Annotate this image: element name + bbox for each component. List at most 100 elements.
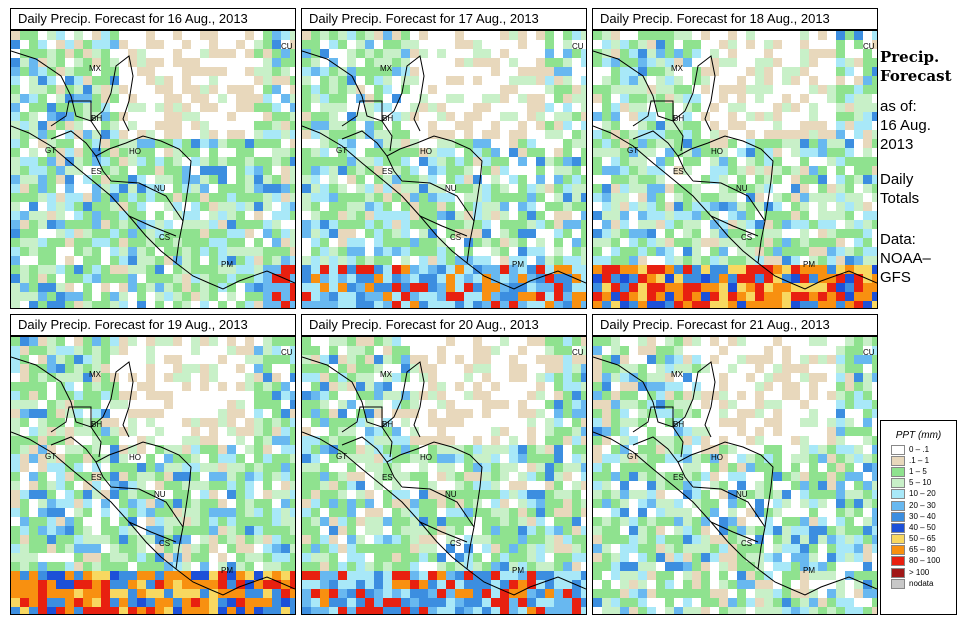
precip-cell [356,526,365,535]
precip-cell [464,256,473,265]
precip-cell [437,382,446,391]
precip-cell [227,553,236,562]
precip-cell [11,229,20,238]
precip-cell [191,166,200,175]
precip-cell [482,157,491,166]
precip-cell [782,265,791,274]
precip-cell [218,76,227,85]
precip-cell [191,508,200,517]
precip-cell [56,517,65,526]
precip-cell [383,508,392,517]
precip-map[interactable]: CU MX BH GT HO ES NU CS PM [592,30,878,309]
precip-cell [218,139,227,148]
precip-cell [356,238,365,247]
precip-cell [128,490,137,499]
precip-cell [419,355,428,364]
precip-cell [509,391,518,400]
precip-cell [728,103,737,112]
precip-map[interactable]: CU MX BH GT HO ES NU CS PM [301,336,587,615]
precip-cell [482,445,491,454]
precip-cell [302,382,311,391]
precip-cell [620,58,629,67]
precip-cell [818,229,827,238]
precip-cell [164,184,173,193]
precip-cell [383,148,392,157]
precip-cell [20,418,29,427]
precip-cell [110,148,119,157]
precip-cell [47,247,56,256]
precip-cell [254,256,263,265]
precip-cell [410,391,419,400]
precip-cell [410,184,419,193]
precip-cell [818,274,827,283]
precip-cell [383,130,392,139]
precip-cell [509,580,518,589]
precip-cell [20,445,29,454]
precip-cell [92,508,101,517]
precip-cell [110,508,119,517]
precip-cell [872,58,877,67]
precip-cell [638,94,647,103]
precip-cell [701,103,710,112]
precip-cell [836,229,845,238]
precip-cell [563,445,572,454]
precip-cell [746,76,755,85]
precip-cell [509,229,518,238]
coastline [593,50,716,132]
precip-cell [620,256,629,265]
precip-cell [74,571,83,580]
precip-cell [38,580,47,589]
precip-cell [656,274,665,283]
precip-cell [872,49,877,58]
precip-map[interactable]: CU MX BH GT HO ES NU CS PM [10,30,296,309]
precip-cell [446,49,455,58]
precip-cell [11,409,20,418]
precip-cell [563,67,572,76]
precip-cell [272,139,281,148]
precip-cell [446,373,455,382]
precip-cell [509,445,518,454]
precip-cell [563,139,572,148]
precip-cell [110,445,119,454]
precip-cell [272,355,281,364]
precip-cell [182,157,191,166]
precip-cell [272,481,281,490]
precip-cell [182,130,191,139]
precip-cell [593,112,602,121]
precip-cell [428,85,437,94]
country-label: CU [863,42,875,51]
precip-cell [320,202,329,211]
precip-cell [20,274,29,283]
precip-cell [209,256,218,265]
precip-cell [665,166,674,175]
precip-cell [563,400,572,409]
precip-cell [536,202,545,211]
precip-cell [200,103,209,112]
precip-cell [656,292,665,301]
precip-cell [764,256,773,265]
precip-cell [602,292,611,301]
precip-cell [383,346,392,355]
precip-cell [119,391,128,400]
precip-cell [836,157,845,166]
precip-cell [20,553,29,562]
precip-cell [290,220,295,229]
precip-cell [74,364,83,373]
precip-cell [854,283,863,292]
precip-cell [38,499,47,508]
precip-cell [29,418,38,427]
precip-cell [200,490,209,499]
precip-cell [491,580,500,589]
precip-cell [164,49,173,58]
precip-cell [29,553,38,562]
precip-cell [755,220,764,229]
precip-map[interactable]: CU MX BH GT HO ES NU CS PM [10,336,296,615]
precip-cell [446,391,455,400]
precip-map[interactable]: CU MX BH GT HO ES NU CS PM [301,30,587,309]
precip-cell [518,535,527,544]
precip-cell [872,256,877,265]
precip-cell [602,229,611,238]
precip-cell [383,472,392,481]
precip-cell [290,418,295,427]
precip-cell [710,301,719,308]
